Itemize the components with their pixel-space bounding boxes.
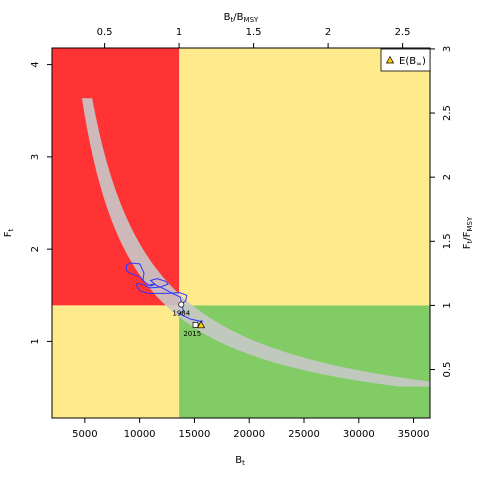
annotation-end-year: 2015 [183, 330, 201, 338]
y-right-tick-label: 2.5 [442, 105, 453, 121]
y-tick-label: 4 [30, 61, 41, 67]
x-axis-title: Bt [235, 455, 245, 467]
end-point [192, 321, 199, 328]
y-right-axis-title: Ft/FMSY [462, 216, 474, 249]
y-right-tick-label: 2 [442, 174, 453, 180]
equilibrium-point [196, 320, 206, 329]
red-zone [52, 48, 180, 306]
y-right-tick-label: 1 [442, 302, 453, 308]
plot-frame [51, 47, 431, 419]
trajectory-line [126, 262, 204, 322]
x-tick-label: 20000 [233, 429, 265, 440]
y-tick-label: 3 [30, 154, 41, 160]
x-top-tick-label: 1.5 [246, 27, 262, 38]
x-top-tick-label: 1 [176, 27, 182, 38]
legend-box [380, 48, 431, 72]
yellow-zone-bottom-left [52, 305, 180, 418]
x-top-axis-title: Bt/BMSY [224, 12, 259, 24]
start-point [178, 301, 185, 308]
y-right-tick-label: 0.5 [442, 362, 453, 378]
annotation-start-year: 1984 [172, 310, 190, 318]
x-tick-label: 15000 [179, 429, 211, 440]
y-right-tick-label: 3 [442, 46, 453, 52]
x-tick-label: 5000 [72, 429, 97, 440]
plot-area: 1984 2015 [52, 48, 430, 418]
x-tick-label: 25000 [288, 429, 320, 440]
yellow-zone-top-right [179, 48, 430, 306]
legend-label: E(B∞) [399, 56, 426, 68]
y-axis-title: Ft [3, 228, 15, 237]
y-right-tick-label: 1.5 [442, 233, 453, 249]
x-tick-label: 30000 [343, 429, 375, 440]
x-tick-label: 35000 [398, 429, 430, 440]
x-tick-label: 10000 [124, 429, 156, 440]
y-tick-label: 2 [30, 246, 41, 252]
legend-triangle-icon [385, 55, 395, 64]
x-top-tick-label: 2.5 [395, 27, 411, 38]
x-top-tick-label: 2 [325, 27, 331, 38]
x-top-tick-label: 0.5 [97, 27, 113, 38]
y-tick-label: 1 [30, 338, 41, 344]
msy-band-group [81, 98, 430, 387]
axes: 5000 10000 15000 20000 25000 30000 35000 1 2 3 4 0.… [30, 27, 453, 440]
legend: E(B∞) [380, 48, 431, 72]
